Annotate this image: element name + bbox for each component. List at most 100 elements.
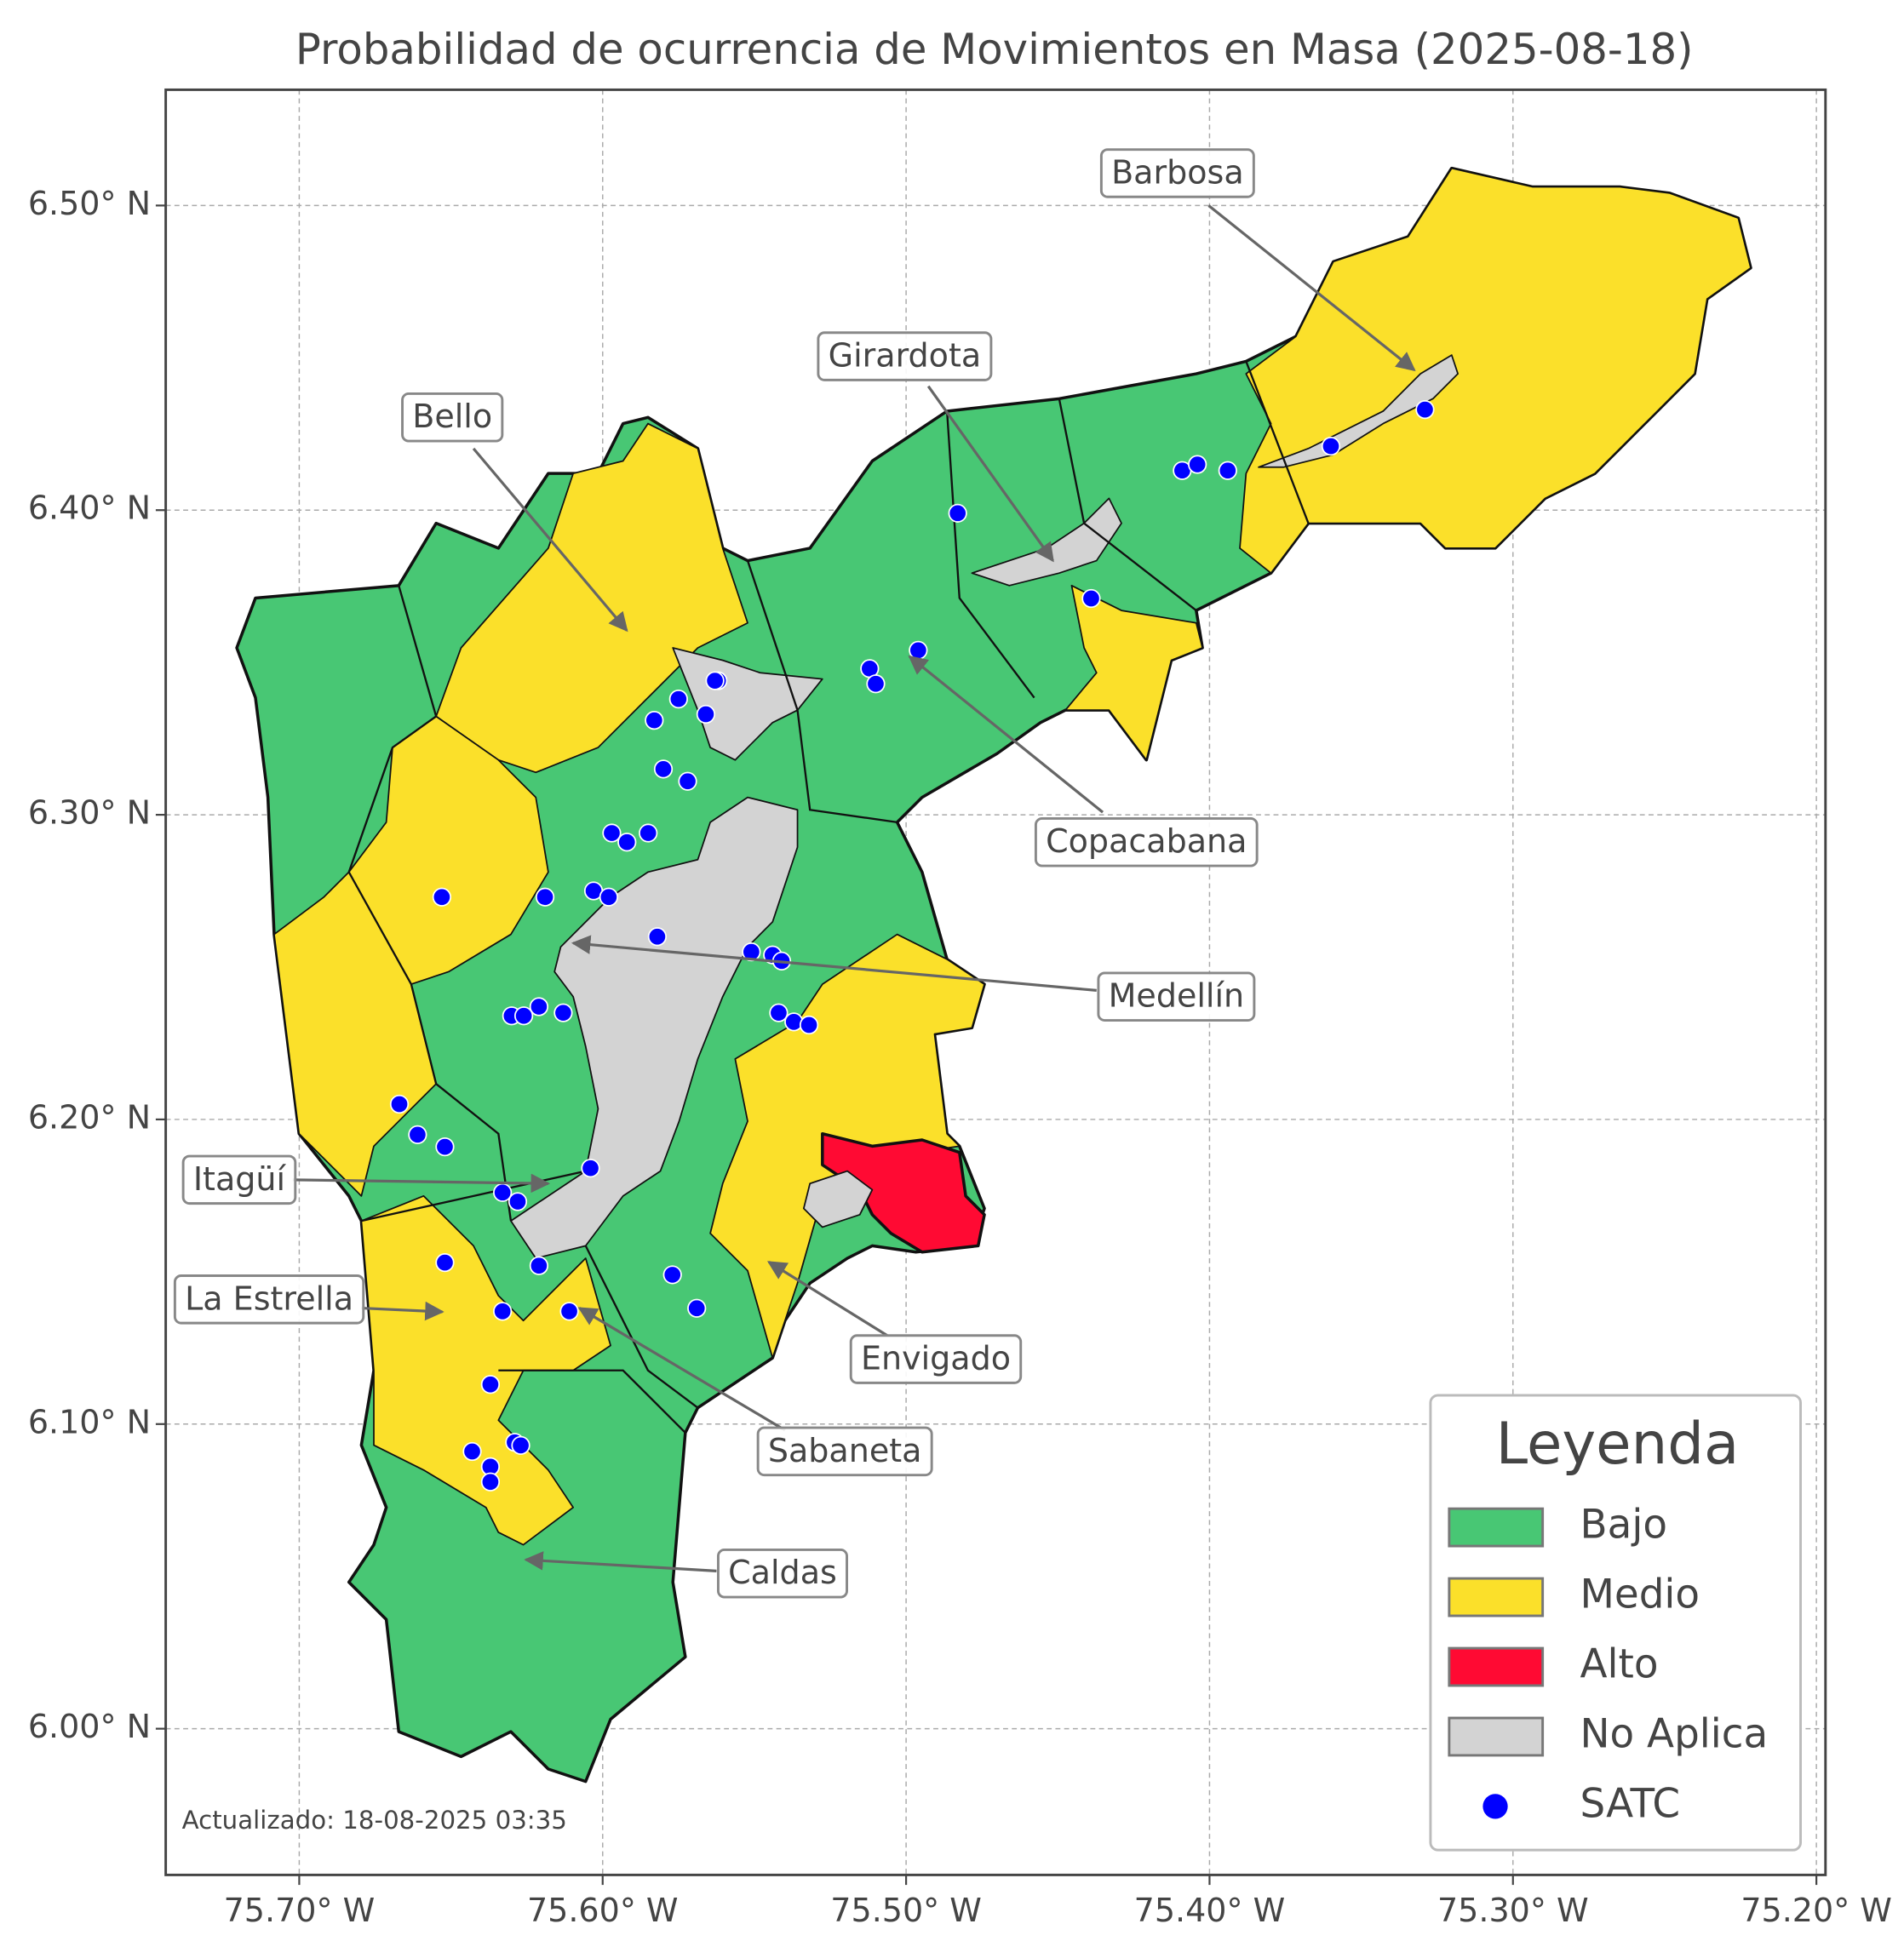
region-no-aplica — [1258, 354, 1459, 468]
municipality-label: Copacabana — [1046, 822, 1247, 860]
municipality-label: Barbosa — [1111, 153, 1244, 191]
satc-station — [948, 503, 967, 523]
satc-station — [435, 1252, 455, 1273]
legend-patch — [1448, 1646, 1545, 1687]
annotation-arrow — [571, 935, 1097, 993]
satc-station — [599, 887, 619, 907]
municipality-label: Girardota — [829, 337, 982, 375]
satc-station — [668, 689, 688, 709]
x-tick-label: 75.60° W — [527, 1892, 679, 1929]
annotation-box — [716, 1548, 848, 1599]
satc-station — [493, 1302, 513, 1321]
annotation-box — [401, 392, 504, 443]
satc-station — [529, 1256, 549, 1275]
y-tick-label: 6.20° N — [28, 1098, 151, 1136]
satc-station — [432, 887, 452, 907]
satc-station — [662, 1265, 682, 1285]
satc-station — [653, 759, 674, 779]
satc-station — [784, 1012, 804, 1032]
annotation-box — [1034, 817, 1259, 867]
satc-station — [408, 1125, 427, 1144]
legend-marker — [1482, 1794, 1508, 1819]
satc-station — [1218, 461, 1237, 480]
satc-station — [1415, 400, 1435, 420]
satc-station — [1321, 436, 1341, 456]
satc-station — [639, 823, 658, 843]
satc-station — [480, 1472, 501, 1492]
plot-frame — [164, 88, 1827, 1876]
region-medio — [360, 1194, 611, 1546]
municipal-border — [584, 1245, 699, 1409]
satc-station — [559, 1302, 579, 1321]
legend-label: Medio — [1580, 1572, 1700, 1618]
annotation-arrow — [524, 1551, 717, 1572]
satc-station — [435, 1137, 455, 1157]
municipal-border — [1058, 398, 1197, 612]
satc-station — [1081, 588, 1101, 609]
annotation-box — [817, 331, 993, 381]
satc-station — [617, 833, 637, 852]
annotation-box — [1099, 148, 1255, 198]
annotation-box — [849, 1334, 1023, 1384]
municipal-border — [746, 560, 898, 824]
satc-station — [602, 823, 622, 843]
annotation-box — [181, 1154, 297, 1205]
satc-station — [462, 1441, 482, 1462]
annotation-arrow — [292, 1173, 551, 1194]
satc-station — [529, 997, 549, 1016]
y-tick-label: 6.00° N — [28, 1708, 151, 1745]
municipality-label: Caldas — [728, 1554, 837, 1591]
annotation-arrow — [472, 447, 628, 633]
satc-station — [511, 1435, 530, 1455]
annotation-arrow — [577, 1307, 786, 1432]
annotation-arrow — [766, 1261, 888, 1337]
satc-station — [1188, 455, 1207, 474]
municipality-label: Envigado — [861, 1340, 1011, 1377]
satc-station — [553, 1003, 573, 1022]
satc-station — [480, 1375, 501, 1394]
y-tick-label: 6.40° N — [28, 490, 151, 527]
legend-patch — [1448, 1507, 1545, 1548]
region-no-aplica — [971, 497, 1122, 587]
annotation-arrow — [908, 655, 1104, 814]
legend-patch — [1448, 1716, 1545, 1757]
satc-station — [535, 887, 555, 907]
satc-station — [696, 704, 716, 724]
x-tick-label: 75.40° W — [1134, 1892, 1286, 1929]
municipality-label: Medellín — [1109, 977, 1245, 1015]
annotation-box — [173, 1274, 365, 1325]
legend-label: No Aplica — [1580, 1711, 1769, 1757]
footnote: Actualizado: 18-08-2025 03:35 — [182, 1806, 567, 1835]
satc-station — [909, 640, 928, 660]
legend-title: Leyenda — [1496, 1411, 1740, 1477]
satc-station — [769, 1003, 789, 1022]
legend-label: Alto — [1580, 1642, 1659, 1688]
annotation-arrow — [1207, 204, 1416, 372]
x-tick-label: 75.70° W — [224, 1892, 376, 1929]
legend-label: Bajo — [1580, 1503, 1667, 1549]
annotation-arrow — [361, 1301, 444, 1321]
satc-station — [493, 1182, 513, 1202]
x-tick-label: 75.50° W — [830, 1892, 982, 1929]
satc-station — [742, 942, 761, 962]
municipal-border — [498, 1369, 686, 1434]
legend-label: SATC — [1580, 1781, 1681, 1827]
satc-station — [678, 771, 697, 791]
map-title: Probabilidad de ocurrencia de Movimiento… — [295, 25, 1694, 74]
municipality-label: Sabaneta — [768, 1432, 922, 1469]
municipal-border — [1245, 361, 1310, 524]
y-tick-label: 6.50° N — [28, 185, 151, 222]
region-medio — [435, 422, 748, 774]
y-tick-label: 6.10° N — [28, 1403, 151, 1440]
annotation-box — [1097, 971, 1256, 1022]
satc-station — [513, 1006, 534, 1026]
x-tick-label: 75.30° W — [1437, 1892, 1589, 1929]
satc-station — [687, 1298, 707, 1318]
region-medio — [1064, 584, 1204, 761]
satc-station — [645, 711, 664, 730]
municipality-label: La Estrella — [185, 1280, 353, 1317]
region-medio — [1239, 167, 1752, 575]
region-medio — [273, 715, 549, 1197]
municipality-label: Bello — [412, 398, 492, 435]
satc-station — [866, 674, 886, 694]
